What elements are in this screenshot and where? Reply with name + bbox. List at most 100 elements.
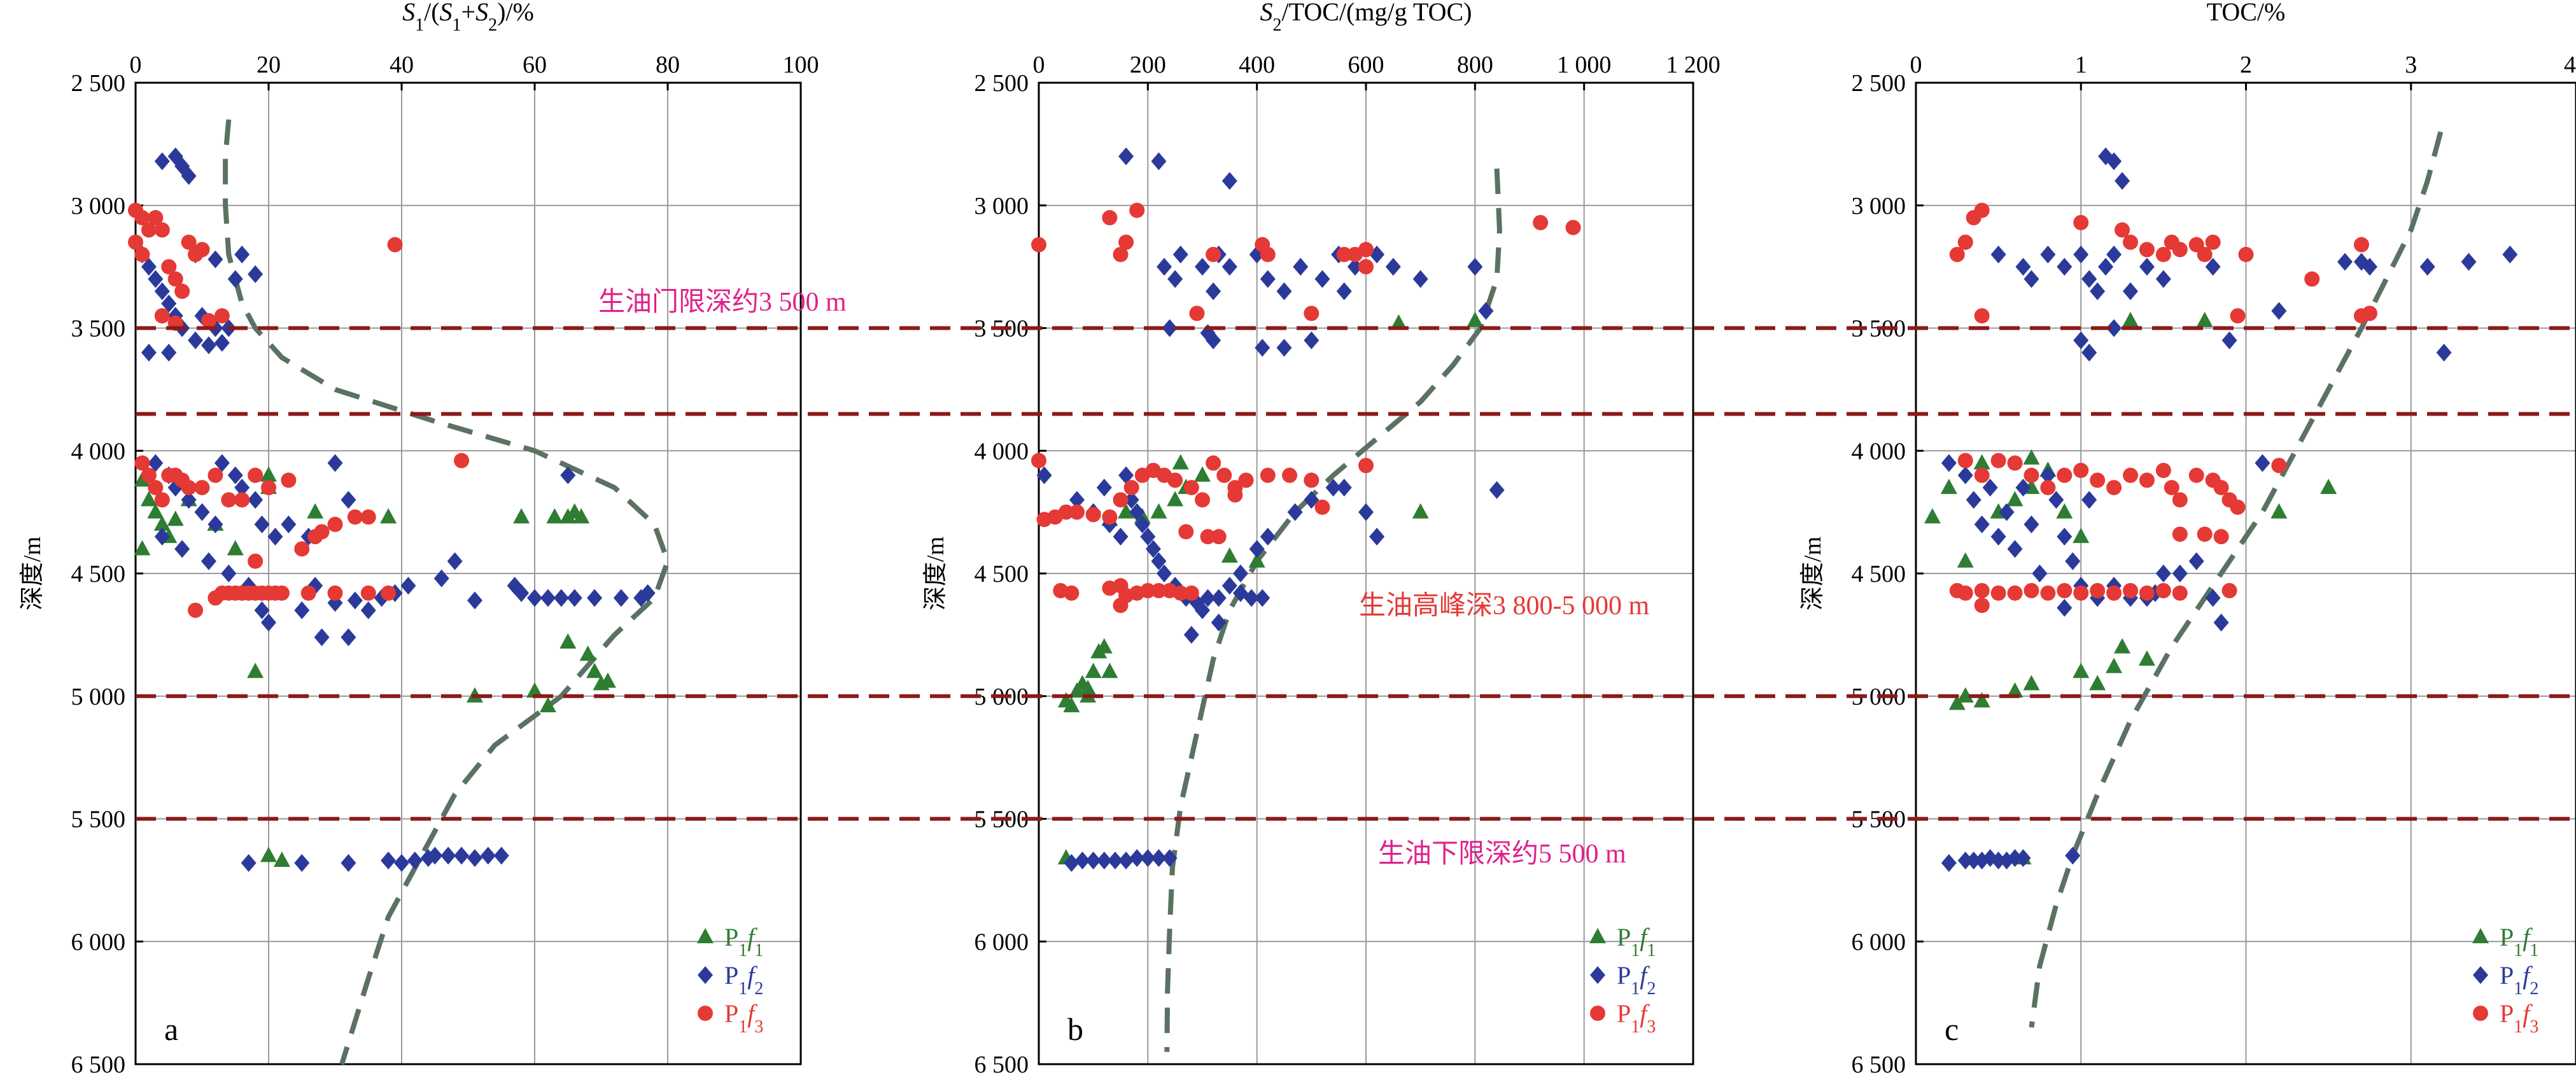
data-point xyxy=(1358,458,1374,474)
data-point xyxy=(281,515,297,533)
data-point xyxy=(2205,589,2221,607)
data-point xyxy=(208,515,223,533)
annotation-oil-floor: 生油下限深约5 500 m xyxy=(1378,840,1626,869)
data-point xyxy=(1172,454,1189,470)
data-point xyxy=(1974,515,1990,533)
x-tick-label: 400 xyxy=(1239,52,1275,78)
data-point xyxy=(1948,694,1966,710)
data-point xyxy=(1123,480,1139,496)
data-point xyxy=(181,167,197,185)
trend-curve xyxy=(223,119,671,1065)
data-point xyxy=(2196,311,2213,327)
data-point xyxy=(148,270,164,288)
data-point xyxy=(134,540,151,556)
x-tick-label: 20 xyxy=(257,52,281,78)
data-point xyxy=(1221,577,1237,595)
y-tick-label: 4 000 xyxy=(975,438,1029,465)
data-point xyxy=(1974,582,1990,598)
data-point xyxy=(1990,245,2006,263)
data-point xyxy=(1107,852,1123,870)
data-point xyxy=(1304,306,1320,321)
data-point xyxy=(134,210,150,226)
data-point xyxy=(2436,344,2452,362)
x-tick-label: 100 xyxy=(783,52,819,78)
data-point xyxy=(2197,246,2213,262)
data-point xyxy=(2073,245,2089,263)
data-point xyxy=(181,480,197,496)
data-point xyxy=(2172,526,2188,542)
data-point xyxy=(1347,258,1363,276)
data-point xyxy=(1162,849,1178,868)
x-tick-label: 800 xyxy=(1457,52,1493,78)
data-point xyxy=(1957,234,1973,250)
data-point xyxy=(2361,258,2377,276)
data-point xyxy=(174,540,190,558)
trend-curve xyxy=(2029,131,2444,1028)
data-point xyxy=(2123,582,2139,598)
x-axis-title: S2/TOC/(mg/g TOC) xyxy=(1260,0,1472,35)
y-tick-label: 6 500 xyxy=(71,1051,126,1075)
data-point xyxy=(248,467,264,483)
data-point xyxy=(1314,499,1330,515)
data-point xyxy=(2040,480,2056,496)
data-point xyxy=(234,479,250,497)
data-point xyxy=(227,466,243,484)
data-point xyxy=(248,553,264,569)
data-point xyxy=(2106,319,2122,337)
data-point xyxy=(1118,503,1135,519)
data-point xyxy=(2114,638,2131,654)
data-point xyxy=(1304,472,1320,488)
data-point xyxy=(1957,466,1973,484)
data-point xyxy=(1957,453,1973,468)
data-point xyxy=(2057,582,2073,598)
y-tick-label: 2 500 xyxy=(1852,70,1906,97)
data-point xyxy=(1990,852,2006,870)
data-point xyxy=(1211,614,1227,632)
data-point xyxy=(1129,503,1145,521)
legend-label: P1f2 xyxy=(724,961,763,999)
data-point xyxy=(2461,253,2477,271)
series-P1f3 xyxy=(1031,202,1581,614)
data-point xyxy=(599,672,616,688)
data-point xyxy=(2023,582,2039,598)
data-point xyxy=(2032,565,2048,582)
data-point xyxy=(2098,258,2114,276)
series-P1f3 xyxy=(128,202,470,618)
data-point xyxy=(1211,589,1227,607)
data-point xyxy=(181,491,197,509)
data-point xyxy=(2023,675,2040,691)
data-point xyxy=(2106,657,2123,673)
data-point xyxy=(2015,258,2031,276)
data-point xyxy=(527,589,542,607)
legend-label: P1f1 xyxy=(724,923,763,960)
series-P1f1 xyxy=(1924,311,2337,865)
data-point xyxy=(154,492,170,508)
data-point xyxy=(2007,455,2023,471)
x-tick-label: 1 200 xyxy=(1666,52,1721,78)
data-point xyxy=(1369,528,1385,546)
y-tick-label: 6 000 xyxy=(975,929,1029,955)
data-point xyxy=(2065,552,2081,570)
data-point xyxy=(394,854,409,872)
data-point xyxy=(1412,503,1429,519)
data-point xyxy=(2221,582,2237,598)
data-point xyxy=(2230,499,2246,515)
data-point xyxy=(1293,258,1309,276)
series-P1f2 xyxy=(134,147,656,872)
data-point xyxy=(567,589,582,607)
legend-marker xyxy=(1590,966,1605,984)
data-point xyxy=(1924,508,1941,524)
data-point xyxy=(2081,270,2097,288)
x-tick-label: 80 xyxy=(656,52,680,78)
data-point xyxy=(1238,472,1254,488)
y-tick-label: 6 500 xyxy=(1852,1051,1906,1075)
data-point xyxy=(560,633,577,649)
data-point xyxy=(2304,271,2320,287)
data-point xyxy=(194,242,210,258)
legend-label: P1f3 xyxy=(2500,999,2538,1037)
data-point xyxy=(2040,245,2056,263)
data-point xyxy=(281,472,297,488)
data-point xyxy=(161,294,177,313)
data-point xyxy=(440,847,456,865)
